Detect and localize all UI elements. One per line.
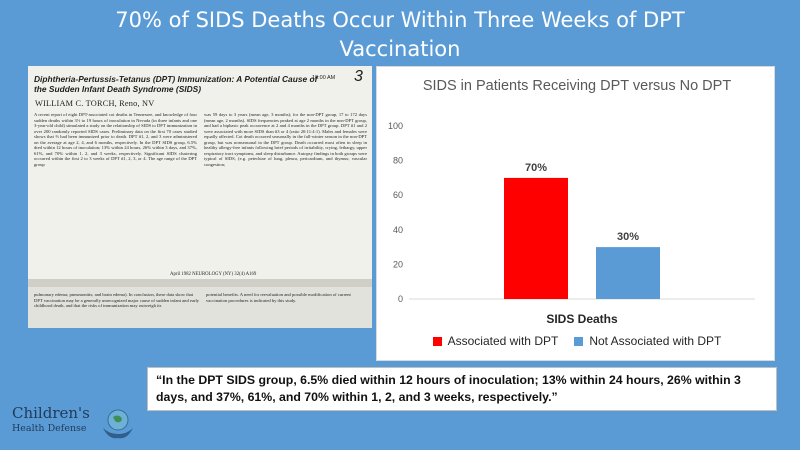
childrens-health-defense-logo: Children's Health Defense [8,404,138,448]
legend-entry: Associated with DPT [432,334,559,348]
x-category-label: SIDS Deaths [546,312,618,326]
slide-title: 70% of SIDS Deaths Occur Within Three We… [115,8,685,61]
legend-entry: Not Associated with DPT [574,334,721,348]
legend-label: Associated with DPT [447,334,559,348]
paper-top-section [28,66,372,279]
y-tick-label: 60 [393,190,403,200]
chart-legend: Associated with DPT Not Associated with D… [407,334,747,348]
paper-divider [28,279,372,287]
paper-footer: April 1982 NEUROLOGY (NY) 32(4) A169 [170,272,257,277]
paper-number: 3 [354,68,363,85]
paper-column-right: was 59 days to 3 years (mean age, 3 mont… [204,112,367,167]
legend-swatch [574,336,584,346]
bar [596,247,660,299]
paper-bottom-section [28,287,372,328]
legend-swatch [432,336,442,346]
y-tick-label: 80 [393,156,403,166]
y-tick-label: 100 [388,121,403,131]
y-tick-label: 20 [393,259,403,269]
chart-card: SIDS in Patients Receiving DPT versus No… [376,66,775,361]
bar [504,177,568,299]
paper-time: 10:00 AM [312,75,336,81]
paper-author: WILLIAM C. TORCH, Reno, NV [35,99,155,108]
y-tick-label: 0 [398,294,403,304]
paper-bottom-column-left: pulmonary edema; pneumonitis; and brain … [34,292,200,308]
logo-line2: Health Defense [12,423,87,434]
data-label: 30% [617,231,639,243]
paper-column-left: A recent report of eight DPT-associated … [34,112,197,167]
paper-bottom-column-right: potential benefits. A need for reevaluat… [206,292,351,303]
quote-box: “In the DPT SIDS group, 6.5% died within… [147,367,777,411]
data-label: 70% [525,162,547,174]
paper-title: Diphtheria-Pertussis-Tetanus (DPT) Immun… [34,74,318,94]
y-tick-label: 40 [393,225,403,235]
journal-excerpt: Diphtheria-Pertussis-Tetanus (DPT) Immun… [28,66,372,328]
legend-label: Not Associated with DPT [589,334,722,348]
logo-line1: Children's [12,404,90,422]
logo-globe-hands-icon [103,409,133,439]
bar-chart: 0 20 40 60 80 100 70% 30% SIDS Deaths [388,121,755,326]
chart-title: SIDS in Patients Receiving DPT versus No… [422,78,732,94]
